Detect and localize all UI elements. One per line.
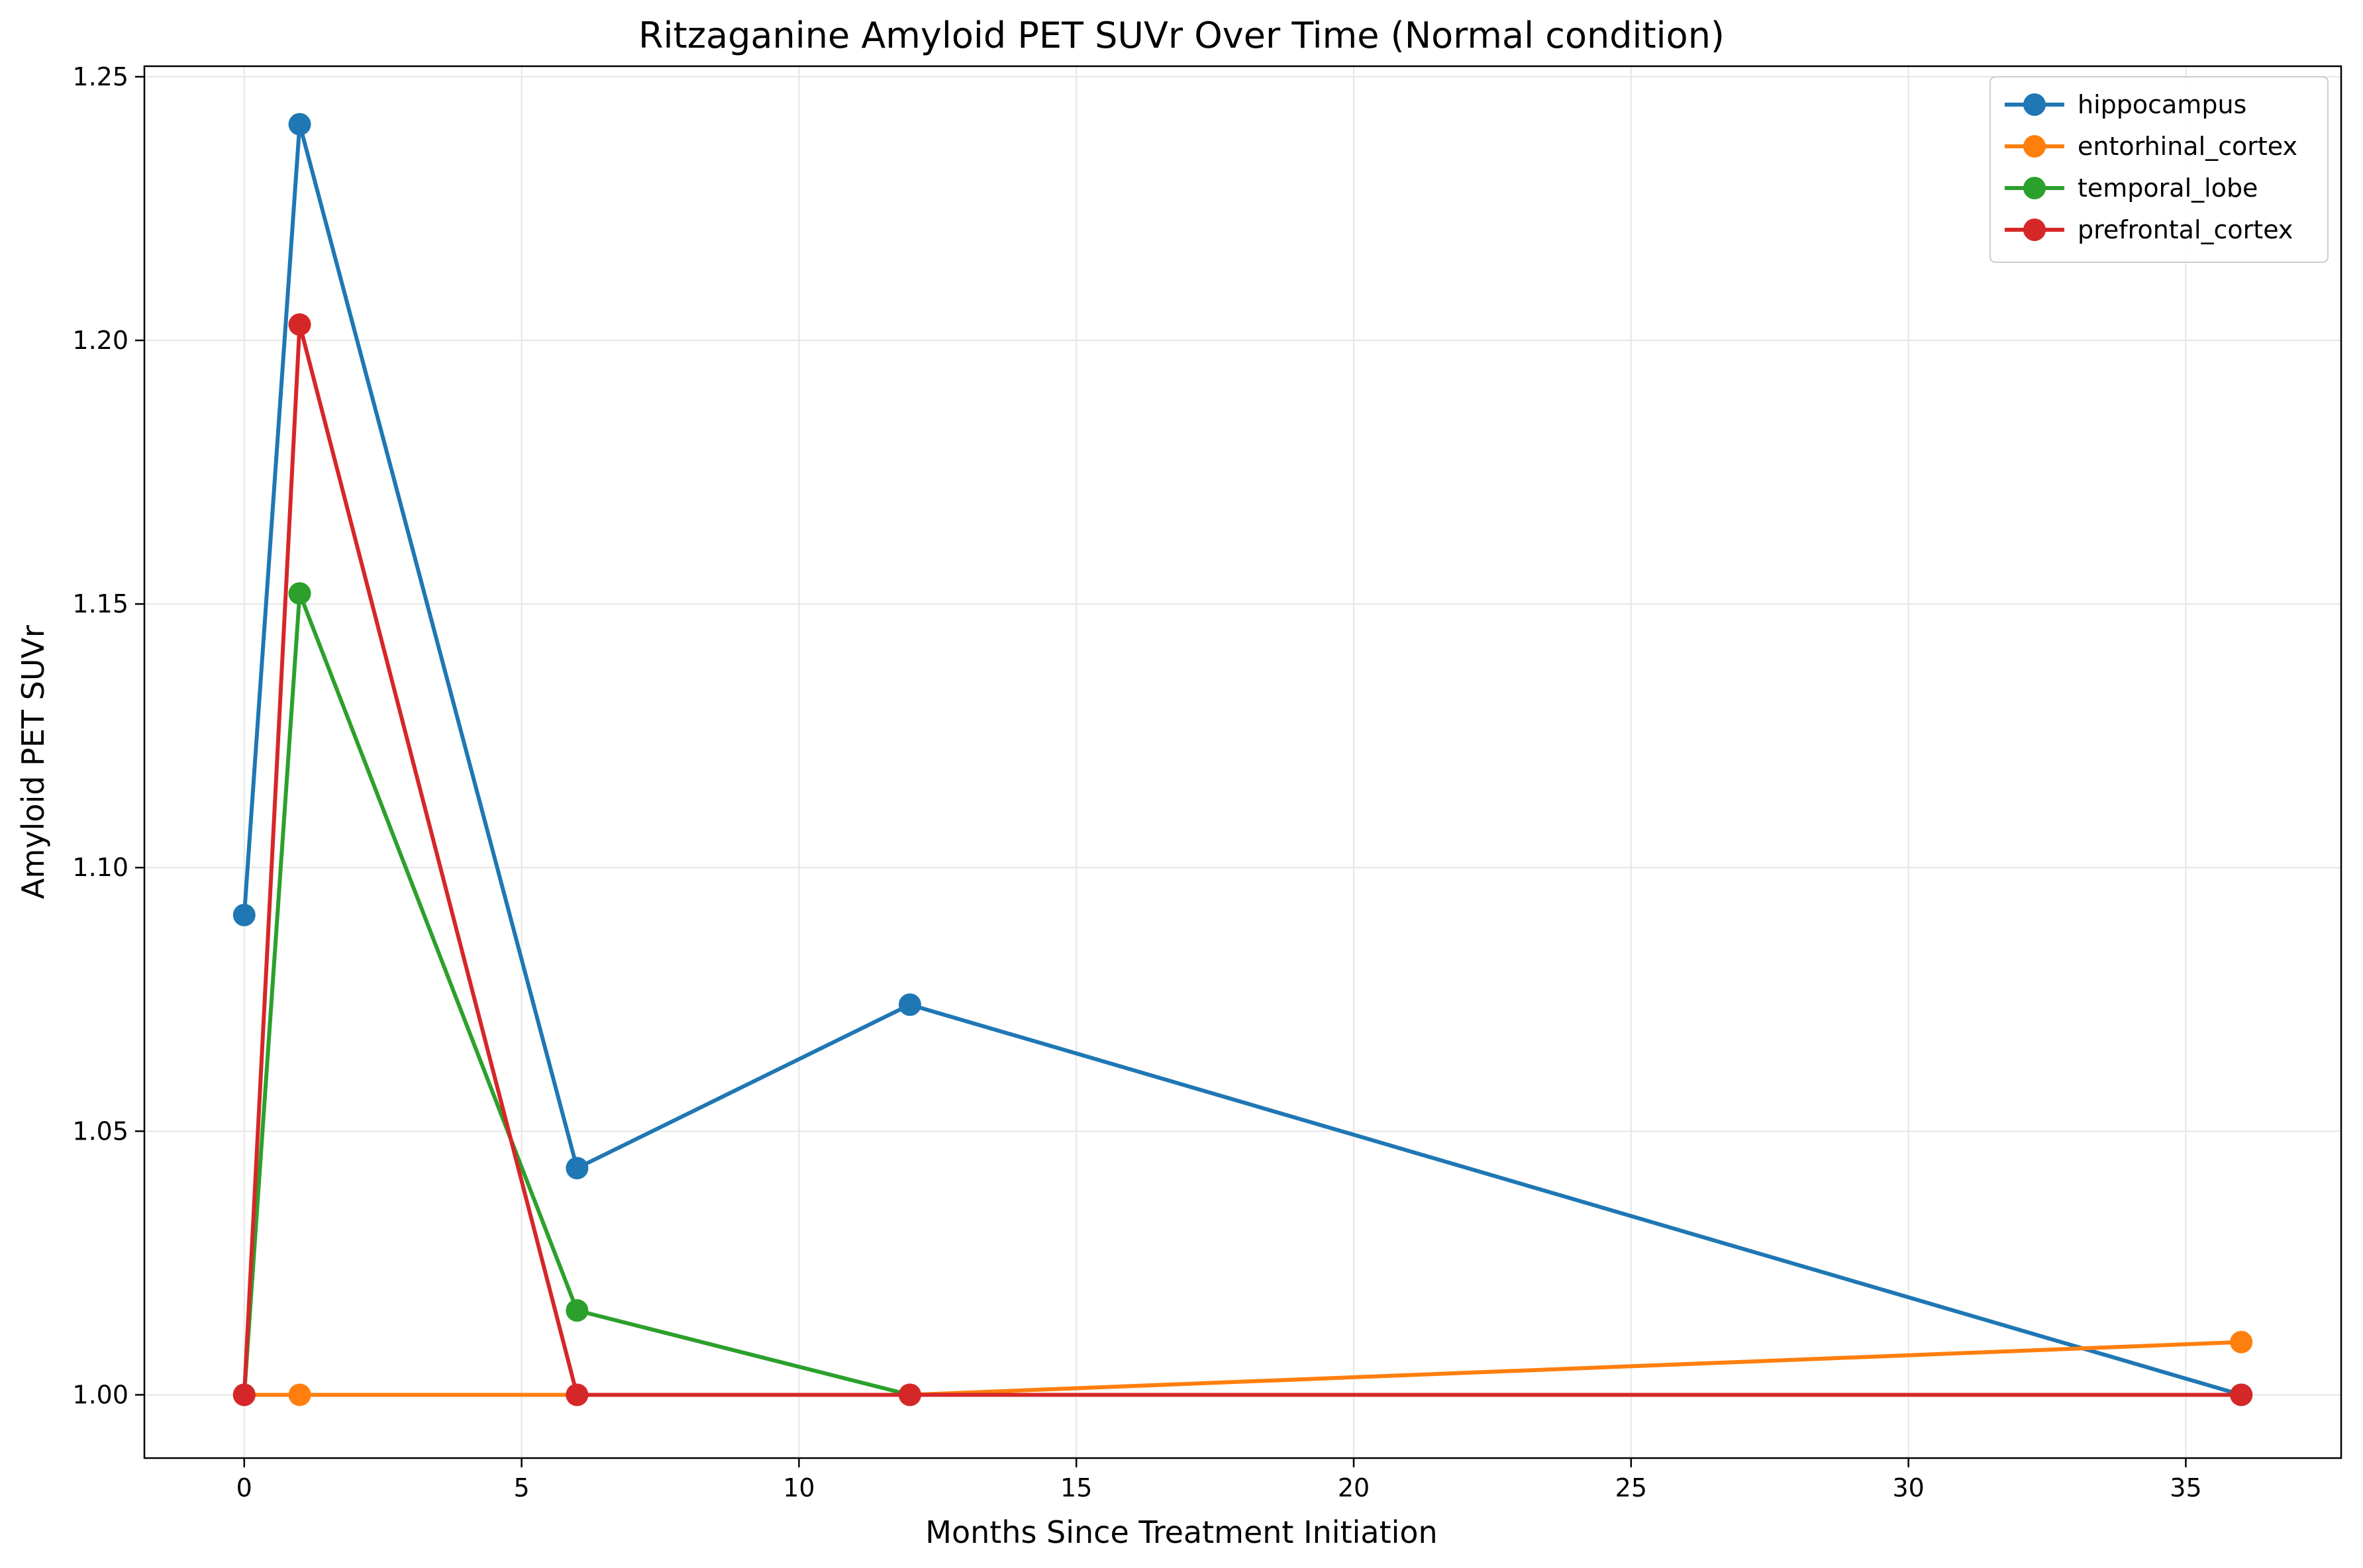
- data-point-hippocampus: [232, 903, 256, 926]
- data-point-prefrontal_cortex: [2230, 1383, 2253, 1406]
- plot-frame: [143, 65, 2342, 1459]
- data-point-prefrontal_cortex: [566, 1383, 589, 1406]
- series-layer: [232, 113, 2253, 1406]
- x-tick-label: 15: [1060, 1473, 1092, 1502]
- data-point-hippocampus: [898, 993, 921, 1016]
- data-point-prefrontal_cortex: [898, 1383, 921, 1406]
- x-tick-label: 35: [2170, 1473, 2201, 1502]
- y-tick-label: 1.25: [72, 62, 128, 91]
- y-axis-label: Amyloid PET SUVr: [15, 625, 51, 899]
- legend-swatch-marker: [2023, 177, 2046, 199]
- x-axis-label: Months Since Treatment Initiation: [925, 1514, 1437, 1550]
- legend-label: entorhinal_cortex: [2078, 132, 2297, 161]
- legend-label: temporal_lobe: [2078, 173, 2258, 203]
- legend-label: hippocampus: [2078, 90, 2246, 119]
- data-point-prefrontal_cortex: [288, 313, 311, 336]
- legend-label: prefrontal_cortex: [2078, 215, 2293, 244]
- y-tick-label: 1.20: [72, 326, 128, 355]
- axis-ticks: 0 5 10 15 20 25 30 35 1.00 1.05 1.10 1.15 1.20 1.25: [72, 62, 2201, 1502]
- x-tick-label: 5: [513, 1473, 529, 1502]
- data-point-temporal_lobe: [566, 1299, 589, 1322]
- x-tick-label: 20: [1338, 1473, 1370, 1502]
- legend-swatch-marker: [2023, 135, 2046, 158]
- y-tick-label: 1.15: [72, 589, 128, 618]
- x-tick-label: 0: [236, 1473, 252, 1502]
- x-tick-label: 10: [783, 1473, 815, 1502]
- legend-swatch-marker: [2023, 93, 2046, 116]
- data-point-hippocampus: [288, 113, 311, 136]
- y-tick-label: 1.00: [72, 1380, 128, 1409]
- data-point-entorhinal_cortex: [288, 1383, 311, 1406]
- data-point-hippocampus: [566, 1157, 589, 1180]
- data-point-temporal_lobe: [288, 582, 311, 605]
- legend-box: [1989, 76, 2329, 263]
- x-tick-label: 30: [1892, 1473, 1924, 1502]
- y-tick-label: 1.10: [72, 853, 128, 882]
- x-tick-label: 25: [1615, 1473, 1647, 1502]
- legend-swatch-marker: [2023, 219, 2046, 241]
- chart-title: Ritzaganine Amyloid PET SUVr Over Time (…: [638, 15, 1725, 56]
- data-point-prefrontal_cortex: [232, 1383, 256, 1406]
- legend: hippocampus entorhinal_cortex temporal_lob…: [1989, 76, 2329, 263]
- series-prefrontal_cortex: [232, 313, 2253, 1406]
- y-tick-label: 1.05: [72, 1116, 128, 1146]
- data-point-entorhinal_cortex: [2230, 1330, 2253, 1353]
